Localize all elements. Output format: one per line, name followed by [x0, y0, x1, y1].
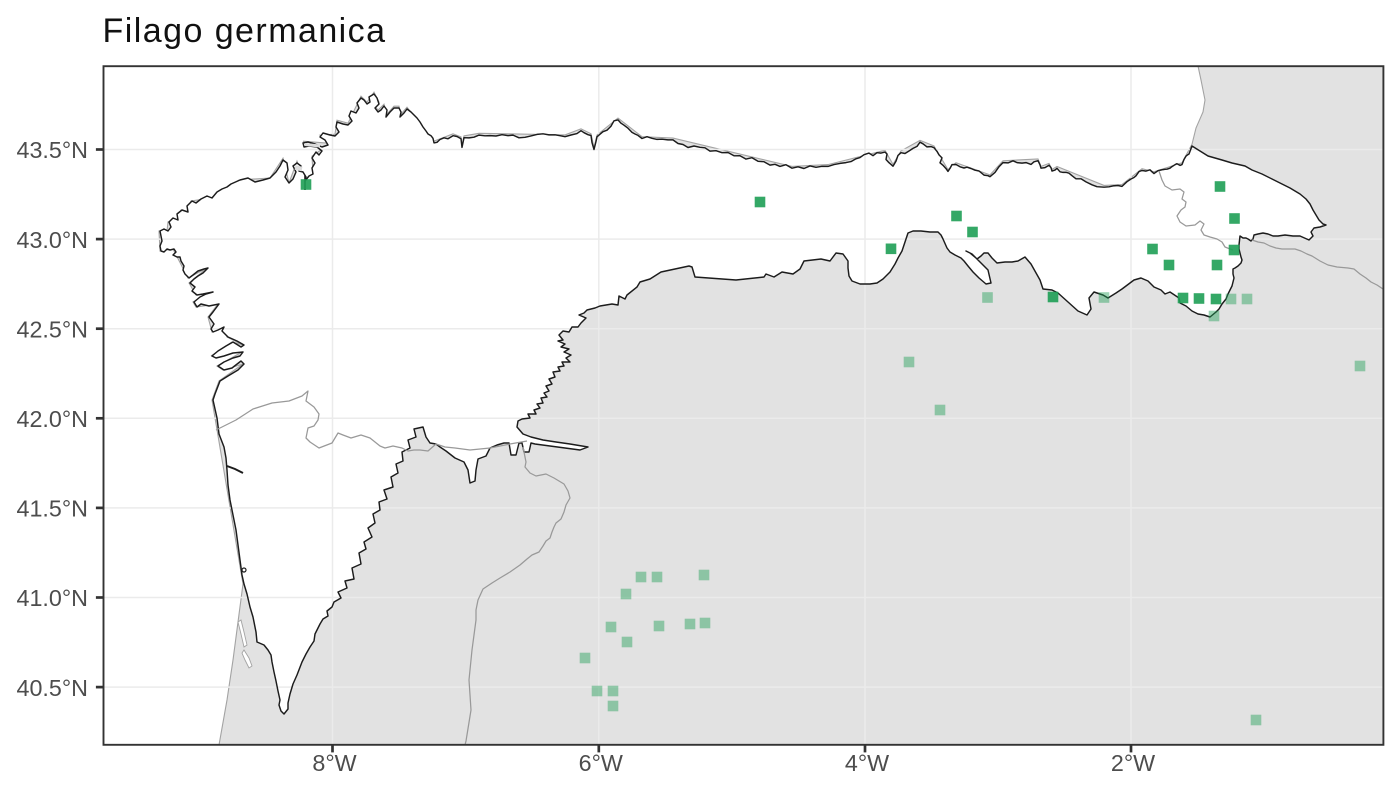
svg-text:8°W: 8°W	[312, 750, 356, 776]
svg-text:Filago germanica: Filago germanica	[103, 12, 387, 50]
svg-text:41.0°N: 41.0°N	[17, 585, 88, 611]
svg-text:4°W: 4°W	[845, 750, 889, 776]
svg-text:6°W: 6°W	[579, 750, 623, 776]
svg-text:41.5°N: 41.5°N	[17, 496, 88, 522]
svg-text:43.5°N: 43.5°N	[17, 137, 88, 163]
svg-text:42.0°N: 42.0°N	[17, 406, 88, 432]
svg-text:40.5°N: 40.5°N	[17, 675, 88, 701]
svg-text:42.5°N: 42.5°N	[17, 316, 88, 342]
svg-text:43.0°N: 43.0°N	[17, 227, 88, 253]
svg-text:2°W: 2°W	[1111, 750, 1155, 776]
